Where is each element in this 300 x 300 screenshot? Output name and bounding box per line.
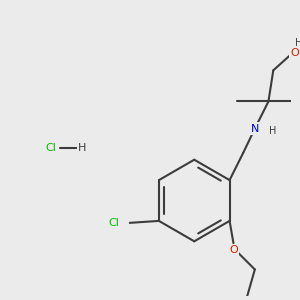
- Text: H: H: [268, 126, 276, 136]
- Text: Cl: Cl: [109, 218, 120, 228]
- Text: H: H: [78, 143, 87, 153]
- Text: H: H: [295, 38, 300, 48]
- Text: O: O: [229, 245, 238, 255]
- Text: O: O: [290, 48, 299, 58]
- Text: Cl: Cl: [45, 143, 56, 153]
- Text: N: N: [251, 124, 259, 134]
